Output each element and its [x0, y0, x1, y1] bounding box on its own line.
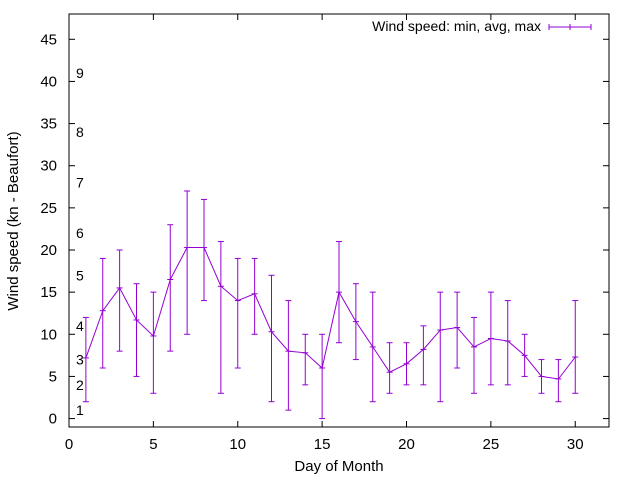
beaufort-label: 6: [76, 225, 84, 241]
beaufort-label: 4: [76, 318, 84, 334]
y-tick-label: 5: [49, 368, 57, 385]
x-axis-label: Day of Month: [294, 458, 383, 475]
y-tick-label: 0: [49, 411, 57, 428]
x-tick-label: 5: [149, 436, 157, 453]
x-tick-label: 0: [65, 436, 73, 453]
x-tick-label: 25: [483, 436, 500, 453]
x-tick-label: 10: [229, 436, 246, 453]
legend: Wind speed: min, avg, max: [372, 18, 592, 34]
beaufort-label: 8: [76, 124, 84, 140]
y-tick-label: 25: [40, 200, 57, 217]
beaufort-label: 9: [76, 65, 84, 81]
plot-frame: [68, 13, 610, 428]
beaufort-label: 2: [76, 377, 84, 393]
legend-sample: [548, 24, 592, 30]
y-tick-label: 20: [40, 242, 57, 259]
series-line: [85, 247, 576, 380]
y-tick-label: 30: [40, 158, 57, 175]
y-tick-label: 15: [40, 284, 57, 301]
beaufort-label: 1: [76, 402, 84, 418]
y-tick-label: 35: [40, 116, 57, 133]
x-tick-label: 15: [314, 436, 331, 453]
x-tick-label: 20: [398, 436, 415, 453]
beaufort-scale-labels: 1 2 3 4 5 6 7 8 9: [76, 65, 84, 418]
y-tick-label: 45: [40, 31, 57, 48]
beaufort-label: 5: [76, 267, 84, 283]
y-tick-label: 10: [40, 326, 57, 343]
legend-label: Wind speed: min, avg, max: [372, 18, 541, 34]
beaufort-label: 7: [76, 175, 84, 191]
x-tick-label: 30: [567, 436, 584, 453]
y-axis-label: Wind speed (kn - Beaufort): [5, 131, 22, 310]
series-wind-speed: [82, 190, 579, 420]
y-tick-label: 40: [40, 73, 57, 90]
beaufort-label: 3: [76, 352, 84, 368]
